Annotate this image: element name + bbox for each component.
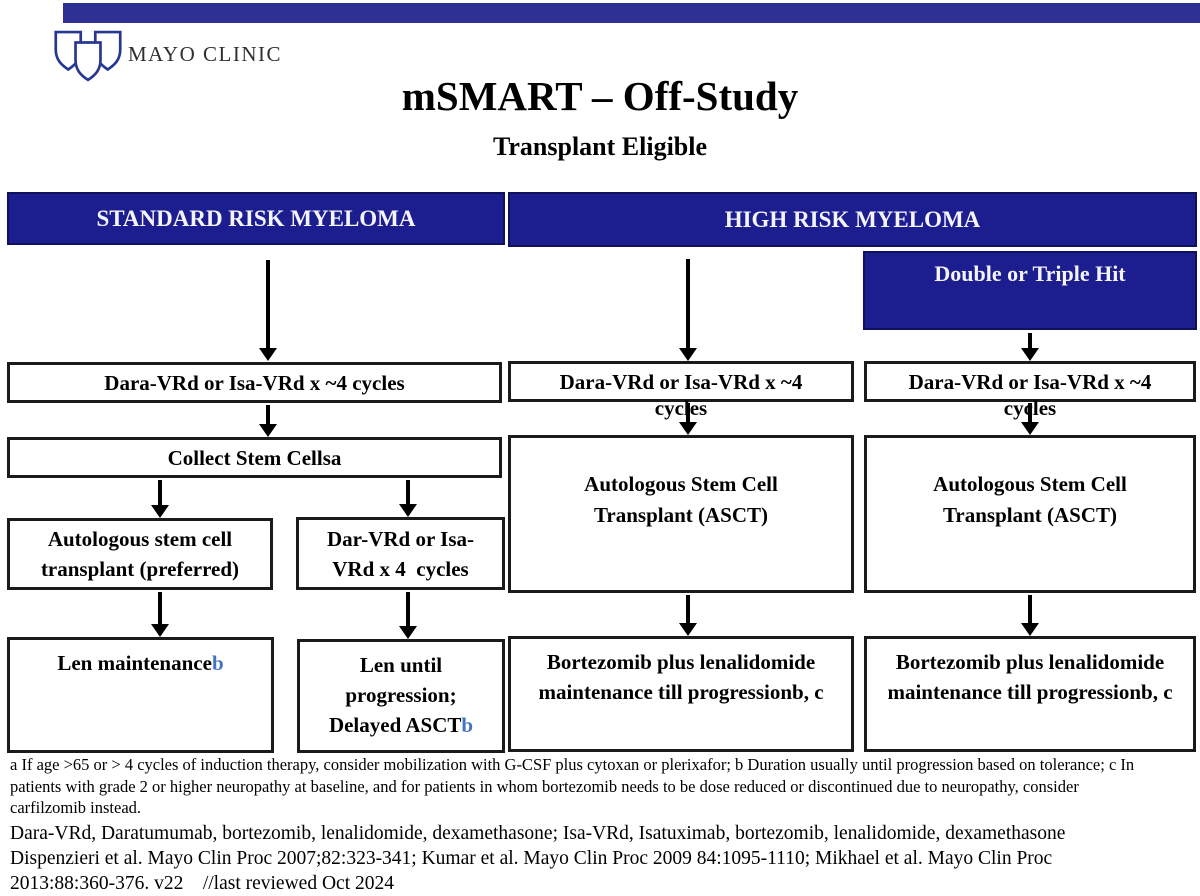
arrow-high-induction-to-asct xyxy=(679,403,697,435)
high-risk-header: HIGH RISK MYELOMA xyxy=(508,192,1197,247)
footnote-marker-b: b xyxy=(211,651,224,675)
high-induction-line2: cycles xyxy=(654,396,708,420)
box-std-induction: Dara-VRd or Isa-VRd x ~4 cycles xyxy=(7,362,502,403)
mayo-clinic-wordmark: MAYO CLINIC xyxy=(128,42,282,66)
box-high-induction: Dara-VRd or Isa-VRd x ~4 cycles xyxy=(508,361,854,420)
arrow-dar-vrd-to-len-until xyxy=(399,592,417,639)
high-induction-line1: Dara-VRd or Isa-VRd x ~4 xyxy=(559,370,803,394)
arrow-std-header-to-induction xyxy=(259,260,277,361)
box-collect-stem-cells: Collect Stem Cellsa xyxy=(7,437,502,478)
box-len-maintenance: Len maintenanceb xyxy=(7,637,274,753)
footnote-line2: patients with grade 2 or higher neuropat… xyxy=(10,776,1079,796)
arrow-std-induction-to-collect xyxy=(259,405,277,437)
box-dar-vrd-line1: Dar-VRd or Isa- xyxy=(327,526,474,551)
len-until-line1: Len until xyxy=(359,653,443,677)
box-dhit-induction: Dara-VRd or Isa-VRd x ~4 cycles xyxy=(864,361,1196,420)
box-len-until-progression: Len until progression; Delayed ASCTb xyxy=(297,639,505,753)
arrow-dhit-asct-to-maintenance xyxy=(1021,595,1039,636)
box-dar-vrd-line2: VRd x 4 cycles xyxy=(332,556,469,581)
box-high-asct: Autologous Stem Cell Transplant (ASCT) xyxy=(508,435,854,593)
page-subtitle: Transplant Eligible xyxy=(492,132,708,161)
references: Dara-VRd, Daratumumab, bortezomib, lenal… xyxy=(10,821,1198,896)
double-triple-hit-header: Double or Triple Hit xyxy=(863,251,1197,330)
footnote-line3: carfilzomib instead. xyxy=(10,798,142,817)
citation-line1: Dispenzieri et al. Mayo Clin Proc 2007;8… xyxy=(10,848,1053,869)
box-asct-preferred: Autologous stem cell transplant (preferr… xyxy=(7,518,273,590)
top-accent-bar xyxy=(63,3,1200,23)
arrow-collect-to-asct-preferred xyxy=(151,480,169,518)
len-until-line3: Delayed ASCTb xyxy=(328,713,474,737)
box-dar-vrd-4-cycles: Dar-VRd or Isa- VRd x 4 cycles xyxy=(296,517,505,590)
box-dhit-asct: Autologous Stem Cell Transplant (ASCT) xyxy=(864,435,1196,593)
footnote-line1: a If age >65 or > 4 cycles of induction … xyxy=(10,755,1135,774)
standard-risk-header: STANDARD RISK MYELOMA xyxy=(7,192,505,245)
abbreviations-line: Dara-VRd, Daratumumab, bortezomib, lenal… xyxy=(10,823,1066,844)
len-maintenance-text: Len maintenanceb xyxy=(57,651,224,675)
arrow-high-header-to-induction xyxy=(679,259,697,361)
arrow-high-asct-to-maintenance xyxy=(679,595,697,636)
arrow-collect-to-dar-vrd xyxy=(399,480,417,517)
arrow-asct-preferred-to-len-maintenance xyxy=(151,592,169,637)
page-title: mSMART – Off-Study xyxy=(401,73,799,119)
arrow-dhit-induction-to-asct xyxy=(1021,403,1039,435)
dhit-induction-line1: Dara-VRd or Isa-VRd x ~4 xyxy=(908,370,1152,394)
citation-line2: 2013:88:360-376. v22 //last reviewed Oct… xyxy=(10,873,394,894)
len-until-line2: progression; xyxy=(345,683,457,707)
mayo-clinic-logo-icon xyxy=(54,30,122,82)
arrow-dhit-header-to-induction xyxy=(1021,333,1039,361)
footnotes: a If age >65 or > 4 cycles of induction … xyxy=(10,754,1198,819)
box-dhit-bortezomib-maintenance: Bortezomib plus lenalidomide maintenance… xyxy=(864,636,1196,752)
footnote-marker-b: b xyxy=(461,713,474,737)
box-high-bortezomib-maintenance: Bortezomib plus lenalidomide maintenance… xyxy=(508,636,854,752)
